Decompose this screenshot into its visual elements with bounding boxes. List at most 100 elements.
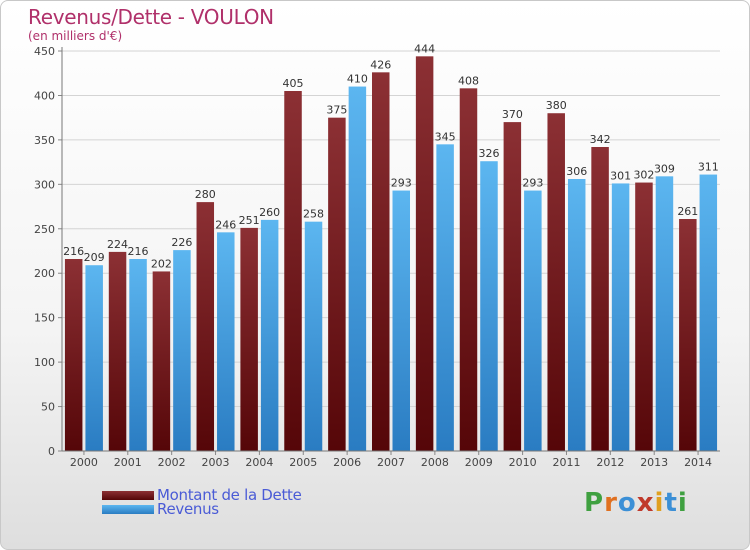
- y-tick-label: 100: [34, 356, 55, 369]
- x-tick-label: 2000: [70, 456, 98, 469]
- bar-revenue: [129, 259, 147, 451]
- logo-letter: x: [636, 488, 655, 518]
- x-tick-label: 2002: [158, 456, 186, 469]
- logo-letter: P: [584, 488, 605, 518]
- data-label-debt: 405: [283, 77, 304, 90]
- y-tick-label: 350: [34, 134, 55, 147]
- data-label-debt: 370: [502, 108, 523, 121]
- y-tick-label: 250: [34, 223, 55, 236]
- data-label-debt: 426: [370, 58, 391, 71]
- data-label-revenue: 216: [128, 245, 149, 258]
- data-label-revenue: 306: [566, 165, 587, 178]
- data-label-debt: 280: [195, 188, 216, 201]
- bar-revenue: [348, 86, 367, 452]
- proxiti-logo: Proxiti: [584, 488, 688, 518]
- y-tick-label: 50: [41, 401, 55, 414]
- data-label-revenue: 293: [522, 177, 543, 190]
- axis-layer: 0 50 100 150 200 250 300 350 400 450 2000 2001 2002 2…: [34, 45, 720, 469]
- bar-revenue: [699, 174, 718, 452]
- data-label-revenue: 246: [215, 218, 236, 231]
- x-tick-label: 2010: [509, 456, 537, 469]
- x-tick-label: 2004: [245, 456, 273, 469]
- data-label-revenue: 301: [610, 169, 631, 182]
- y-tick-label: 300: [34, 178, 55, 191]
- x-tick-label: 2001: [114, 456, 142, 469]
- y-tick-label: 400: [34, 89, 55, 102]
- x-tick-label: 2008: [421, 456, 449, 469]
- data-label-debt: 202: [151, 257, 172, 270]
- x-tick-label: 2007: [377, 456, 405, 469]
- data-label-debt: 375: [326, 104, 347, 117]
- data-label-revenue: 311: [698, 161, 719, 174]
- legend-item-revenue: Revenus: [102, 500, 219, 518]
- bar-debt: [459, 88, 478, 451]
- bar-revenue: [611, 183, 630, 451]
- data-label-debt: 216: [63, 245, 84, 258]
- data-label-debt: 302: [633, 169, 654, 182]
- data-label-revenue: 410: [347, 73, 368, 86]
- data-label-debt: 408: [458, 74, 479, 87]
- bar-revenue: [480, 161, 498, 451]
- grid-layer: [62, 50, 720, 408]
- data-label-revenue: 209: [84, 251, 105, 264]
- bar-revenue: [85, 265, 103, 451]
- chart-subtitle: (en milliers d'€): [28, 29, 123, 43]
- data-label-debt: 444: [414, 42, 435, 55]
- bar-debt: [547, 113, 565, 451]
- bar-revenue: [217, 232, 235, 451]
- y-tick-label: 0: [48, 445, 55, 458]
- x-tick-label: 2005: [289, 456, 317, 469]
- y-tick-label: 150: [34, 312, 55, 325]
- x-tick-label: 2014: [684, 456, 712, 469]
- data-label-revenue: 226: [171, 236, 192, 249]
- x-tick-label: 2012: [596, 456, 624, 469]
- bar-debt: [591, 147, 609, 451]
- bar-debt: [108, 251, 127, 451]
- legend-swatch-debt: [102, 490, 154, 500]
- legend-label-revenue: Revenus: [157, 500, 219, 518]
- bar-debt: [503, 122, 522, 451]
- bar-debt: [328, 117, 346, 452]
- bar-revenue: [392, 190, 410, 452]
- bar-debt: [152, 271, 171, 451]
- data-label-revenue: 260: [259, 206, 280, 219]
- bar-revenue: [173, 250, 191, 451]
- x-tick-label: 2013: [640, 456, 668, 469]
- data-label-revenue: 258: [303, 208, 324, 221]
- legend-swatch-revenue: [102, 504, 154, 514]
- x-tick-label: 2009: [465, 456, 493, 469]
- data-label-debt: 224: [107, 238, 128, 251]
- chart-title: Revenus/Dette - VOULON: [28, 5, 274, 29]
- y-tick-label: 450: [34, 45, 55, 58]
- bar-debt: [415, 56, 434, 451]
- bar-debt: [64, 259, 83, 451]
- x-tick-label: 2003: [202, 456, 230, 469]
- y-tick-label: 200: [34, 267, 55, 280]
- bar-debt: [679, 219, 697, 451]
- logo-letter: t: [664, 488, 678, 518]
- logo-letter: r: [604, 488, 618, 518]
- bar-debt: [635, 182, 653, 452]
- logo-letter: i: [654, 488, 665, 518]
- legend-label-debt: Montant de la Dette: [157, 486, 302, 504]
- data-label-debt: 261: [677, 205, 698, 218]
- bar-revenue: [304, 221, 323, 451]
- x-tick-label: 2006: [333, 456, 361, 469]
- data-label-debt: 380: [546, 99, 567, 112]
- bar-revenue: [524, 190, 542, 452]
- bar-revenue: [655, 176, 674, 452]
- data-label-revenue: 293: [391, 177, 412, 190]
- x-tick-label: 2011: [552, 456, 580, 469]
- data-label-debt: 251: [239, 214, 260, 227]
- data-label-revenue: 309: [654, 162, 675, 175]
- logo-letter: i: [677, 488, 688, 518]
- data-label-revenue: 345: [435, 130, 456, 143]
- data-label-revenue: 326: [478, 147, 499, 160]
- bar-revenue: [567, 179, 586, 451]
- bar-debt: [240, 227, 258, 451]
- bar-debt: [284, 91, 302, 451]
- bar-debt: [372, 72, 390, 451]
